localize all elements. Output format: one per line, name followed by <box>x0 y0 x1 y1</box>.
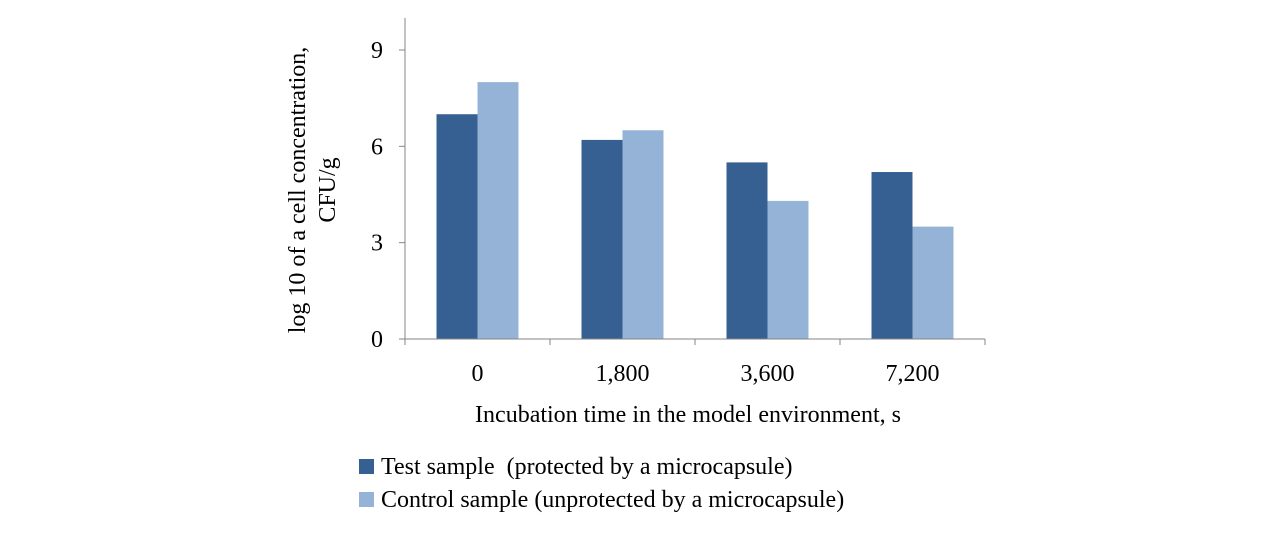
legend-swatch-control <box>359 492 374 507</box>
x-tick-label: 1,800 <box>596 361 650 387</box>
bar-test-0 <box>436 114 478 339</box>
legend-label-control: Control sample (unprotected by a microca… <box>381 487 844 513</box>
y-axis-label-line1: log 10 of a cell concentration, <box>285 47 311 334</box>
legend-swatch-test <box>359 459 374 474</box>
x-tick-label: 3,600 <box>741 361 795 387</box>
y-tick-label: 3 <box>371 231 383 257</box>
legend-label-test: Test sample (protected by a microcapsule… <box>381 454 793 480</box>
bar-test-1 <box>581 139 623 339</box>
y-axis-label-line2: CFU/g <box>315 157 341 222</box>
bars-group <box>436 82 954 339</box>
bar-test-2 <box>726 162 768 339</box>
y-tick-label: 6 <box>371 134 383 160</box>
legend: Test sample (protected by a microcapsule… <box>359 454 844 513</box>
x-tick-label: 7,200 <box>886 361 940 387</box>
x-tick-label: 0 <box>472 361 484 387</box>
y-tick-label: 9 <box>371 38 383 64</box>
x-axis-label: Incubation time in the model environment… <box>475 402 901 428</box>
bar-control-2 <box>767 200 809 339</box>
y-ticks-group: 0 3 6 9 <box>371 38 405 353</box>
y-axis-label: log 10 of a cell concentration, CFU/g <box>285 47 341 334</box>
x-ticks-group: 0 1,800 3,600 7,200 <box>404 339 986 387</box>
bar-test-3 <box>871 172 913 339</box>
bar-control-0 <box>477 82 519 339</box>
bar-control-1 <box>622 130 664 339</box>
y-tick-label: 0 <box>371 327 383 353</box>
bar-control-3 <box>912 226 954 339</box>
